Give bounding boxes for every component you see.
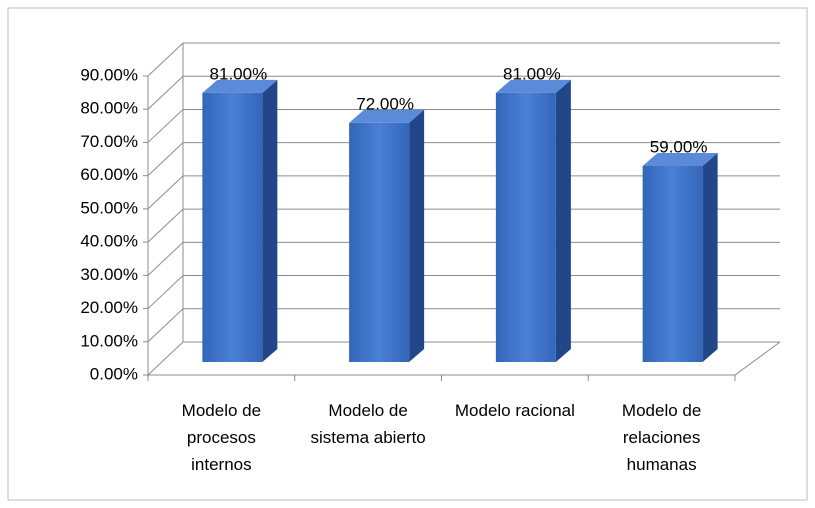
bar-side xyxy=(702,152,718,362)
bar-side xyxy=(409,109,425,362)
y-tick-label: 40.00% xyxy=(80,232,138,251)
value-label: 72.00% xyxy=(356,94,414,113)
bar xyxy=(642,165,703,362)
y-tick-label: 10.00% xyxy=(80,331,138,350)
bar-top xyxy=(642,152,718,166)
bar-top xyxy=(349,109,425,123)
x-tick-label: Modelo de relaciones humanas xyxy=(621,401,702,474)
bar xyxy=(202,92,263,363)
bar-side xyxy=(262,79,278,363)
y-tick-label: 90.00% xyxy=(80,65,138,84)
y-tick-label: 70.00% xyxy=(80,132,138,151)
value-label: 59.00% xyxy=(650,137,708,156)
value-label: 81.00% xyxy=(503,64,561,83)
y-tick-label: 20.00% xyxy=(80,298,138,317)
y-tick-label: 0.00% xyxy=(90,364,138,383)
bar-top xyxy=(495,79,571,93)
x-tick-label: Modelo de sistema abierto xyxy=(310,401,426,447)
x-tick-label: Modelo de procesos internos xyxy=(181,401,262,474)
y-tick-label: 30.00% xyxy=(80,265,138,284)
bar-side xyxy=(555,79,571,363)
bar xyxy=(495,92,556,363)
bar xyxy=(349,122,410,362)
y-tick-label: 60.00% xyxy=(80,165,138,184)
value-label: 81.00% xyxy=(210,64,268,83)
x-tick-label: Modelo racional xyxy=(454,401,575,420)
y-tick-label: 50.00% xyxy=(80,198,138,217)
bar-top xyxy=(202,79,278,93)
y-tick-label: 80.00% xyxy=(80,99,138,118)
